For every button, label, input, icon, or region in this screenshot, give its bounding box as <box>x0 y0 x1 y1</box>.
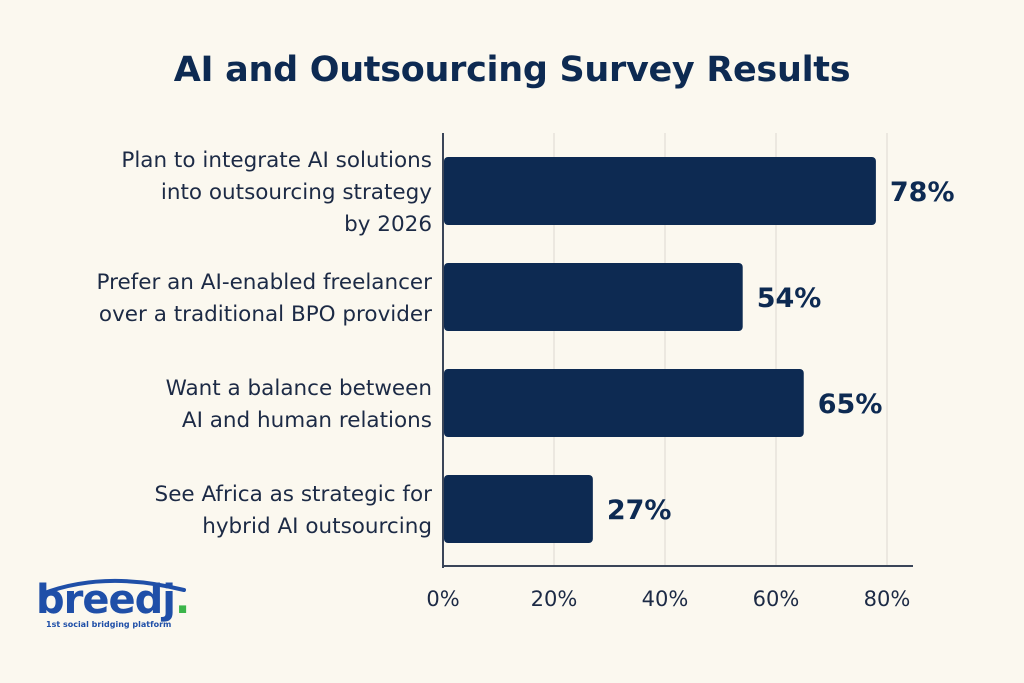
category-label: into outsourcing strategy <box>161 180 432 205</box>
category-label: hybrid AI outsourcing <box>202 514 432 539</box>
bar-value-label: 65% <box>818 389 883 420</box>
bar <box>444 369 804 437</box>
logo-arc-icon <box>40 578 186 596</box>
category-label: over a traditional BPO provider <box>99 302 432 327</box>
x-tick-label: 20% <box>531 587 578 611</box>
breedj-logo: breedj. 1st social bridging platform <box>34 570 204 634</box>
bar <box>444 157 876 225</box>
x-tick-label: 40% <box>642 587 689 611</box>
logo-tagline: 1st social bridging platform <box>46 620 172 629</box>
logo-wordmark: breedj. <box>36 577 190 623</box>
category-label: Plan to integrate AI solutions <box>121 148 432 173</box>
x-tick-label: 80% <box>864 587 911 611</box>
x-tick-label: 60% <box>753 587 800 611</box>
category-label: by 2026 <box>344 212 432 237</box>
category-label: AI and human relations <box>182 408 432 433</box>
bar <box>444 263 743 331</box>
x-tick-label: 0% <box>426 587 459 611</box>
chart-title: AI and Outsourcing Survey Results <box>173 50 851 90</box>
category-label: Prefer an AI-enabled freelancer <box>96 270 432 295</box>
logo-word: breedj <box>36 577 176 623</box>
bar-value-label: 78% <box>890 177 955 208</box>
bar-value-label: 54% <box>757 283 822 314</box>
category-label: See Africa as strategic for <box>155 482 433 507</box>
bar <box>444 475 593 543</box>
logo-dot: . <box>174 577 190 623</box>
category-label: Want a balance between <box>166 376 432 401</box>
bar-value-label: 27% <box>607 495 672 526</box>
